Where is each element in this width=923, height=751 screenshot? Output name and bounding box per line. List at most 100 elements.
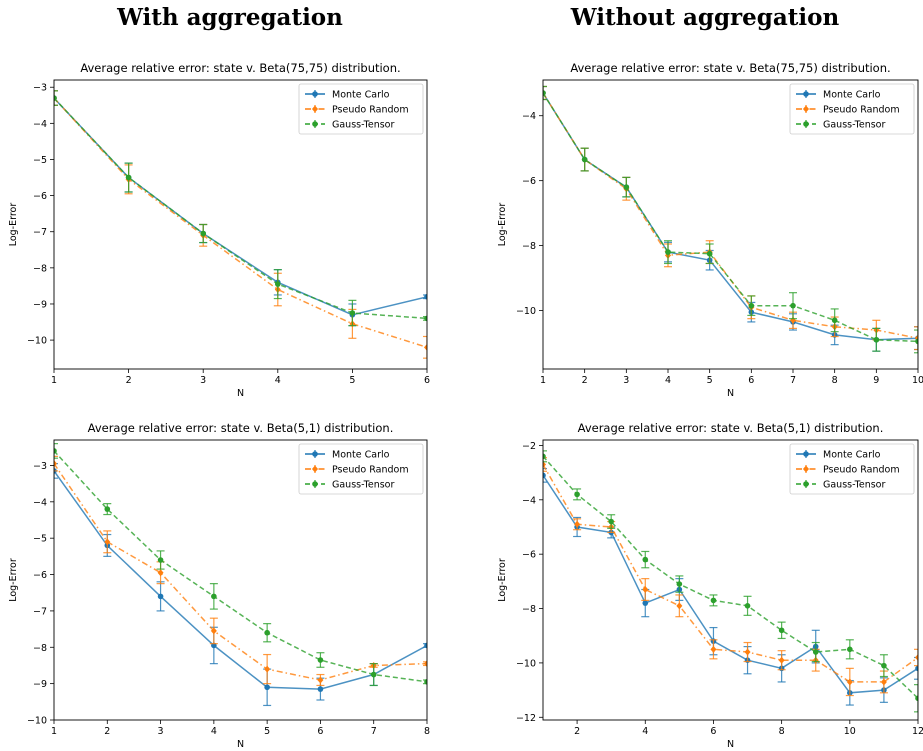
x-tick-label: 10 xyxy=(844,726,856,737)
x-tick-label: 5 xyxy=(264,726,270,737)
legend: Monte Carlo Pseudo Random Gauss-Tensor xyxy=(298,443,424,495)
y-tick-label: −8 xyxy=(522,604,536,615)
data-point xyxy=(915,653,918,661)
data-point xyxy=(543,472,546,479)
x-tick-label: 8 xyxy=(424,726,430,737)
legend-box xyxy=(298,83,424,135)
data-point xyxy=(424,293,427,300)
x-tick-label: 6 xyxy=(710,726,716,737)
legend-label: Gauss-Tensor xyxy=(332,120,394,131)
data-point xyxy=(665,249,671,255)
legend-box xyxy=(789,443,915,495)
legend-marker xyxy=(312,481,318,487)
y-tick-label: −8 xyxy=(33,263,47,274)
legend-label: Gauss-Tensor xyxy=(332,480,394,491)
data-point xyxy=(676,581,683,587)
data-point xyxy=(424,679,427,685)
legend: Monte Carlo Pseudo Random Gauss-Tensor xyxy=(298,83,424,135)
chart-title: Average relative error: state v. Beta(5,… xyxy=(88,421,394,435)
x-axis-label: N xyxy=(727,739,734,750)
data-point xyxy=(847,646,853,653)
series-line-pseudo-random xyxy=(54,463,427,681)
legend-marker xyxy=(312,121,318,127)
plot-frame xyxy=(53,79,428,370)
data-point xyxy=(744,603,751,609)
data-point xyxy=(642,600,649,606)
x-tick-label: 6 xyxy=(748,375,754,386)
data-point xyxy=(424,343,427,351)
y-tick-label: −5 xyxy=(33,534,47,545)
x-tick-label: 6 xyxy=(424,375,430,386)
data-point xyxy=(370,671,377,678)
data-point xyxy=(790,302,796,309)
data-point xyxy=(778,656,785,664)
data-point xyxy=(574,520,581,528)
y-tick-label: −12 xyxy=(516,713,536,724)
legend-marker xyxy=(803,451,809,457)
data-point xyxy=(157,569,164,577)
data-point xyxy=(608,518,614,525)
y-tick-label: −2 xyxy=(522,441,536,452)
data-point xyxy=(831,317,838,324)
legend-marker xyxy=(803,121,809,127)
series-line-monte-carlo xyxy=(543,474,918,694)
x-tick-label: 8 xyxy=(779,726,785,737)
data-point xyxy=(812,649,819,655)
y-axis-label: Log-Error xyxy=(8,558,19,602)
legend-label: Pseudo Random xyxy=(332,465,409,476)
data-point xyxy=(574,491,580,498)
y-tick-label: −7 xyxy=(33,606,47,617)
data-point xyxy=(264,629,270,636)
y-tick-label: −5 xyxy=(33,155,47,166)
legend-marker xyxy=(312,451,318,457)
chart-bottom-left: Average relative error: state v. Beta(5,… xyxy=(8,421,430,750)
chart-bottom-right: Average relative error: state v. Beta(5,… xyxy=(497,421,923,750)
data-point xyxy=(200,230,206,237)
y-tick-label: −4 xyxy=(522,111,536,122)
data-point xyxy=(744,648,751,656)
x-tick-label: 3 xyxy=(200,375,206,386)
data-point xyxy=(676,602,683,610)
legend-label: Gauss-Tensor xyxy=(823,480,885,491)
data-point xyxy=(915,338,918,345)
data-point xyxy=(642,556,649,563)
data-point xyxy=(543,453,546,460)
x-tick-label: 5 xyxy=(349,375,355,386)
data-point xyxy=(104,538,111,546)
y-tick-label: −9 xyxy=(33,679,47,690)
data-point xyxy=(317,657,324,663)
chart-top-right: Average relative error: state v. Beta(75… xyxy=(497,61,923,399)
data-point xyxy=(424,315,427,322)
legend: Monte Carlo Pseudo Random Gauss-Tensor xyxy=(789,443,915,495)
x-tick-label: 7 xyxy=(371,726,377,737)
x-tick-label: 2 xyxy=(582,375,588,386)
y-tick-label: −6 xyxy=(522,550,536,561)
heading-with-aggregation: With aggregation xyxy=(117,4,343,31)
series-group xyxy=(543,450,918,713)
y-tick-label: −10 xyxy=(27,336,47,347)
chart-title: Average relative error: state v. Beta(75… xyxy=(80,61,400,75)
legend-label: Monte Carlo xyxy=(823,90,881,101)
x-axis-label: N xyxy=(727,388,734,399)
plot-frame xyxy=(53,439,428,721)
legend-label: Pseudo Random xyxy=(823,465,900,476)
data-point xyxy=(54,95,57,101)
y-axis-label: Log-Error xyxy=(497,558,508,602)
data-point xyxy=(710,597,717,604)
heading-without-aggregation: Without aggregation xyxy=(570,4,840,31)
data-point xyxy=(54,448,57,454)
x-tick-label: 6 xyxy=(317,726,323,737)
y-tick-label: −6 xyxy=(33,570,47,581)
legend-marker xyxy=(312,105,318,113)
x-axis-label: N xyxy=(237,388,244,399)
data-point xyxy=(125,174,132,181)
data-point xyxy=(264,665,271,673)
data-point xyxy=(642,586,649,594)
legend-marker xyxy=(803,91,809,97)
data-point xyxy=(157,557,164,563)
y-tick-label: −3 xyxy=(33,83,47,94)
data-point xyxy=(264,684,270,691)
y-tick-label: −10 xyxy=(516,658,536,669)
plot-frame xyxy=(542,439,919,721)
